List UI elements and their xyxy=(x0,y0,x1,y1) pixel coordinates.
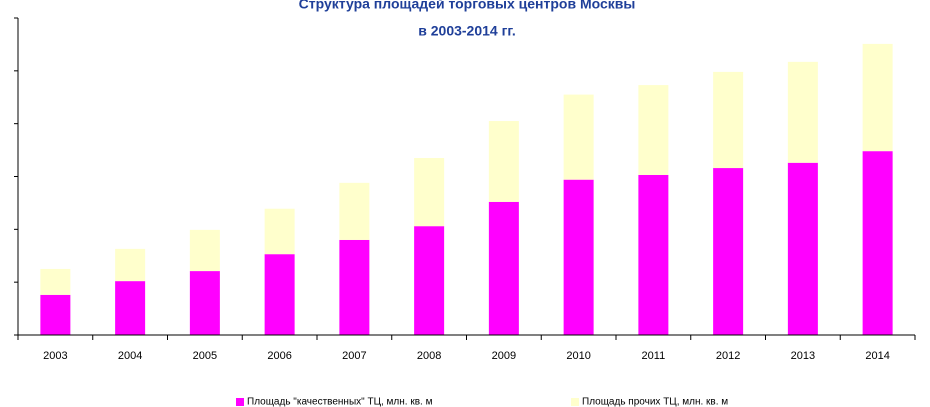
bar-segment xyxy=(264,254,295,335)
x-tick-label: 2012 xyxy=(716,350,740,362)
legend-swatch xyxy=(236,398,244,406)
chart-subtitle: в 2003-2014 гг. xyxy=(418,23,516,39)
x-tick-label: 2007 xyxy=(342,350,366,362)
legend-label: Площадь прочих ТЦ, млн. кв. м xyxy=(582,397,728,407)
bar-segment xyxy=(563,94,594,180)
x-tick-label: 2011 xyxy=(642,350,666,362)
bar-segment xyxy=(414,226,445,335)
bar-segment xyxy=(339,182,370,240)
x-tick-label: 2014 xyxy=(865,350,889,362)
bar-segment xyxy=(115,248,146,282)
bar-segment xyxy=(488,201,519,335)
bar-segment xyxy=(40,268,71,295)
bar-segment xyxy=(264,208,295,255)
legend-swatch xyxy=(571,398,579,406)
x-tick-label: 2009 xyxy=(492,350,516,362)
bar-segment xyxy=(189,229,220,272)
bar-segment xyxy=(638,85,669,175)
x-tick-label: 2006 xyxy=(267,350,291,362)
bar-segment xyxy=(189,271,220,335)
bar-segment xyxy=(488,121,519,202)
x-tick-label: 2003 xyxy=(43,350,67,362)
bar-segment xyxy=(40,294,71,335)
x-tick-label: 2004 xyxy=(118,350,142,362)
bar-segment xyxy=(862,151,893,335)
bar-segment xyxy=(862,43,893,152)
bar-segment xyxy=(787,162,818,335)
x-tick-label: 2010 xyxy=(566,350,590,362)
chart-title: Структура площадей торговых центров Моск… xyxy=(299,0,636,12)
bar-segment xyxy=(713,168,744,335)
bar-segment xyxy=(713,71,744,169)
bar-segment xyxy=(563,179,594,335)
bar-segment xyxy=(115,281,146,335)
x-tick-label: 2005 xyxy=(193,350,217,362)
bar-segment xyxy=(414,158,445,227)
bar-segment xyxy=(787,61,818,163)
bar-segment xyxy=(339,239,370,335)
legend-label: Площадь "качественных" ТЦ, млн. кв. м xyxy=(247,397,433,407)
x-tick-label: 2013 xyxy=(791,350,815,362)
x-tick-label: 2008 xyxy=(417,350,441,362)
bar-segment xyxy=(638,174,669,335)
